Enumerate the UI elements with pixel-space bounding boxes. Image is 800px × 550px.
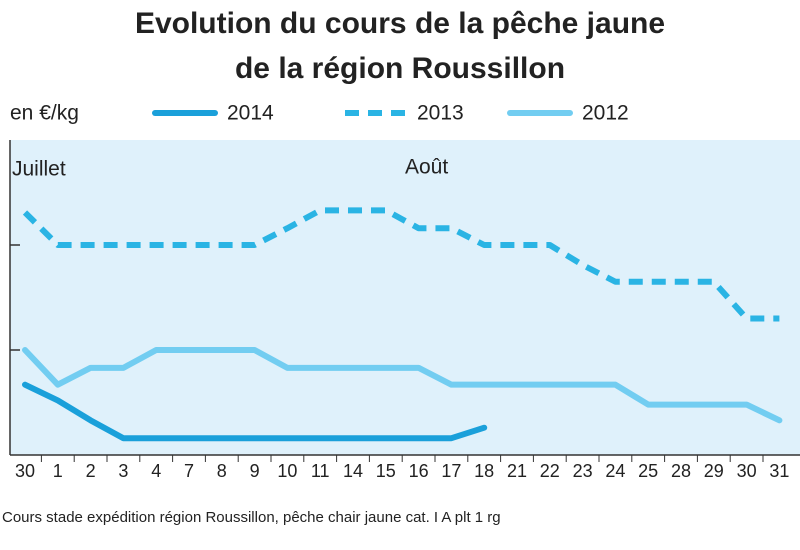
chart-title: Evolution du cours de la pêche jaune [135, 7, 665, 40]
annotation: Août [405, 156, 448, 179]
x-tick-label: 3 [118, 461, 128, 481]
annotation: Juillet [12, 158, 66, 181]
x-tick-label: 8 [217, 461, 227, 481]
legend-label: 2013 [417, 102, 464, 125]
x-tick-label: 9 [250, 461, 260, 481]
x-tick-label: 28 [671, 461, 691, 481]
x-tick-label: 30 [737, 461, 757, 481]
x-tick-label: 18 [474, 461, 494, 481]
series-line [22, 347, 783, 424]
x-tick-label: 24 [605, 461, 625, 481]
x-tick-label: 30 [15, 461, 35, 481]
x-tick-label: 1 [53, 461, 63, 481]
x-tick-label: 31 [769, 461, 789, 481]
x-tick-label: 17 [441, 461, 461, 481]
legend-label: 2014 [227, 102, 274, 125]
series-line [22, 381, 488, 442]
x-tick-label: 22 [540, 461, 560, 481]
plot-background [10, 140, 800, 455]
x-tick-label: 11 [311, 461, 330, 481]
x-tick-label: 16 [409, 461, 429, 481]
x-tick-label: 21 [507, 461, 527, 481]
x-tick-label: 29 [704, 461, 724, 481]
x-tick-label: 23 [573, 461, 593, 481]
x-tick-label: 25 [638, 461, 658, 481]
x-tick-label: 15 [376, 461, 396, 481]
x-tick-label: 10 [277, 461, 297, 481]
chart-title: de la région Roussillon [235, 52, 565, 85]
x-tick-label: 7 [184, 461, 194, 481]
x-tick-label: 4 [151, 461, 161, 481]
caption: Cours stade expédition région Roussillon… [2, 509, 501, 526]
x-tick-label: 14 [343, 461, 363, 481]
series-line [22, 207, 780, 322]
legend-label: 2012 [582, 102, 629, 125]
y-axis-label: en €/kg [10, 102, 79, 125]
x-tick-label: 2 [86, 461, 96, 481]
